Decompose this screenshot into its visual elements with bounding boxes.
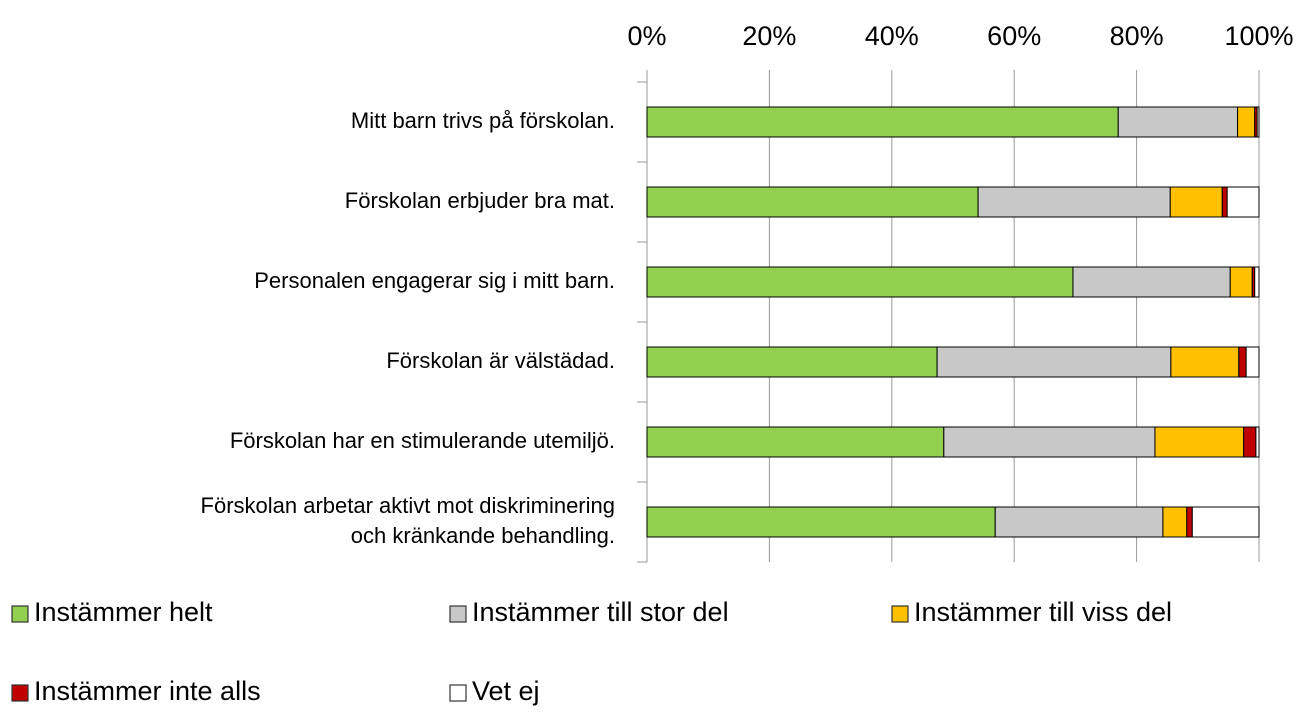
legend-swatch [449, 605, 467, 623]
legend-swatch [449, 684, 467, 702]
x-tick-label: 60% [987, 21, 1041, 51]
bar-segment [646, 506, 996, 538]
legend-label: Instämmer till viss del [914, 597, 1172, 627]
bar-segment [936, 346, 1172, 378]
bar-segment [646, 266, 1074, 298]
category-label: Personalen engagerar sig i mitt barn. [254, 268, 615, 293]
bar-segment [977, 186, 1171, 218]
bar-segment [1221, 186, 1228, 218]
legend-label: Instämmer inte alls [34, 676, 261, 706]
category-label: Förskolan är välstädad. [386, 348, 615, 373]
bar-segment [1237, 106, 1256, 138]
legend-swatch [891, 605, 909, 623]
bar-segment [646, 346, 938, 378]
x-tick-label: 40% [865, 21, 919, 51]
category-label: Förskolan arbetar aktivt mot diskriminer… [201, 493, 615, 548]
x-tick-label: 0% [627, 21, 666, 51]
legend-label: Instämmer till stor del [472, 597, 729, 627]
bar-segment [1191, 506, 1260, 538]
bar-segment [1254, 266, 1260, 298]
legend-label: Instämmer helt [34, 597, 213, 627]
bar-segment [1229, 266, 1253, 298]
bar-segment [1255, 426, 1260, 458]
bar-segment [1226, 186, 1260, 218]
bar-segment [1243, 426, 1257, 458]
bar-segment [646, 106, 1119, 138]
category-label: Förskolan erbjuder bra mat. [345, 188, 615, 213]
category-label: Förskolan har en stimulerande utemiljö. [230, 428, 615, 453]
bar-segment [1256, 106, 1260, 138]
bar-segment [1117, 106, 1239, 138]
legend-swatch [11, 684, 29, 702]
legend-label: Vet ej [472, 676, 540, 706]
bar-segment [1072, 266, 1231, 298]
category-label: Mitt barn trivs på förskolan. [351, 108, 615, 133]
x-tick-label: 80% [1110, 21, 1164, 51]
bar-segment [1186, 506, 1193, 538]
bar-segment [1162, 506, 1188, 538]
bar-segment [646, 426, 945, 458]
bar-segment [1169, 186, 1223, 218]
x-tick-label: 100% [1224, 21, 1293, 51]
legend-swatch [11, 605, 29, 623]
bar-segment [994, 506, 1164, 538]
bar-segment [1238, 346, 1247, 378]
bar-segment [1170, 346, 1240, 378]
x-tick-label: 20% [742, 21, 796, 51]
bar-segment [1245, 346, 1260, 378]
bar-segment [1154, 426, 1245, 458]
bar-segment [646, 186, 979, 218]
bar-segment [943, 426, 1156, 458]
